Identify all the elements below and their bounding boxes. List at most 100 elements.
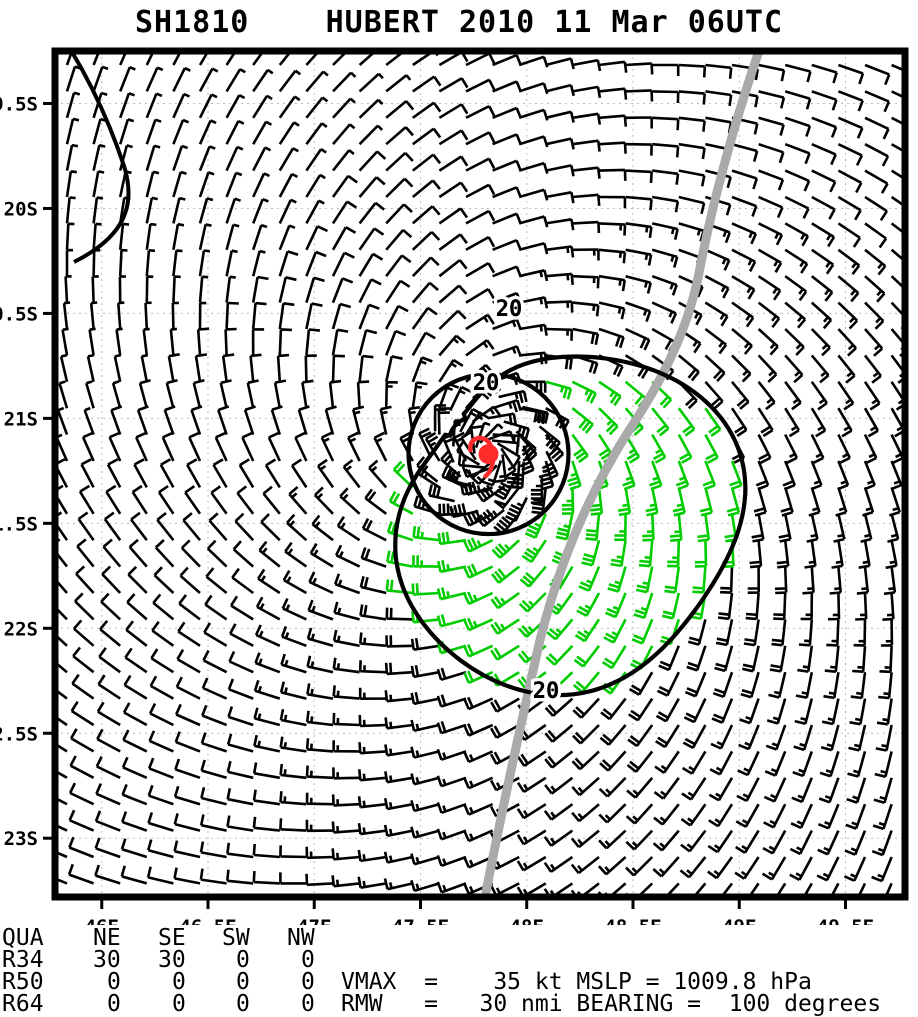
wind-barb [358,124,384,146]
wind-barb [229,623,254,647]
wind-barb [598,829,627,850]
wind-barb [837,195,862,221]
wind-barb [769,645,787,673]
wind-barb [324,405,337,435]
wind-barb [358,72,384,93]
wind-barb [384,690,413,703]
wind-barb [411,583,440,596]
wind-barb [342,459,361,489]
wind-barb [519,445,535,476]
wind-barb [598,301,626,320]
wind-barb [651,301,678,324]
wind-barb [853,619,867,647]
wind-barb [546,618,574,641]
wind-barb [70,701,95,727]
contour-20kt-outer [393,354,748,698]
wind-barb [837,143,864,166]
wind-barb [385,203,413,225]
wind-barb [64,275,72,303]
wind-barb [305,122,328,145]
wind-barb [493,486,521,510]
wind-barb [145,144,161,171]
wind-barb [735,803,760,828]
wind-barb [440,450,462,478]
wind-barb [95,756,121,779]
wind-barb [221,353,235,382]
wind-barb [465,209,496,225]
wind-barb [238,458,255,489]
wind-barb [811,90,838,111]
wind-barb [358,660,387,674]
wind-barb [418,427,432,458]
wind-barb [331,354,345,382]
wind-barb [305,96,329,119]
wind-barb [794,698,814,726]
wind-barb [704,407,722,437]
wind-barb [875,724,893,752]
wind-barb [416,456,439,483]
wind-barb [572,220,601,234]
wind-barb [481,460,503,487]
wind-barb [252,68,274,93]
wind-barb [122,729,148,753]
wind-barb [169,327,178,356]
wind-barb [678,142,706,160]
wind-barb [385,100,415,119]
wind-barb [225,197,242,224]
wind-barb [743,619,760,647]
wind-barb [837,248,861,275]
wind-barb [201,677,228,700]
wind-barb [200,759,227,780]
wind-barb [85,380,95,409]
wind-barb [463,591,494,605]
wind-barb [820,724,840,752]
wind-barb [821,698,840,726]
wind-barb [307,599,334,621]
wind-barb [678,90,706,105]
wind-barb [331,302,352,330]
wind-barb [78,484,95,515]
wind-barb [278,250,299,277]
wind-barb [436,587,467,601]
wind-barb [598,87,628,100]
wind-barb [531,487,548,515]
wind-barb [92,170,105,198]
wind-barb [463,696,494,711]
wind-barb [544,697,574,717]
wind-barb [789,856,813,882]
wind-barb [81,431,95,462]
wind-barb [774,566,788,595]
wind-barb [279,818,307,832]
wind-barb [358,150,387,172]
wind-barb [358,303,380,330]
wind-barb [708,803,734,828]
wind-barb [205,567,228,595]
wind-barb [837,275,860,303]
wind-barb [383,824,414,838]
wind-barb [808,487,821,517]
table-row-r50-nw: 0 [301,969,315,995]
wind-barb [279,736,307,753]
wind-barb [201,704,228,727]
wind-barb [411,179,441,199]
wind-barb [304,354,317,382]
table-row-r50-ne: 0 [107,969,121,995]
wind-barb [492,398,522,413]
wind-barb [383,851,414,864]
wind-barb [823,671,840,700]
wind-barb [810,301,833,330]
wind-barb [761,856,787,881]
wind-barb [837,169,863,194]
wind-barb [763,803,787,829]
page-title: SH1810 HUBERT 2010 11 Mar 06UTC [134,4,784,40]
wind-barb [810,275,834,302]
wind-barb [465,157,496,172]
wind-barb [145,222,157,250]
wind-barb [459,407,484,433]
wind-barb [848,724,867,752]
track-line [481,51,764,897]
wind-barb [436,828,467,841]
wind-barb [819,751,840,778]
wind-barb [74,592,95,621]
wind-barb [465,78,496,93]
